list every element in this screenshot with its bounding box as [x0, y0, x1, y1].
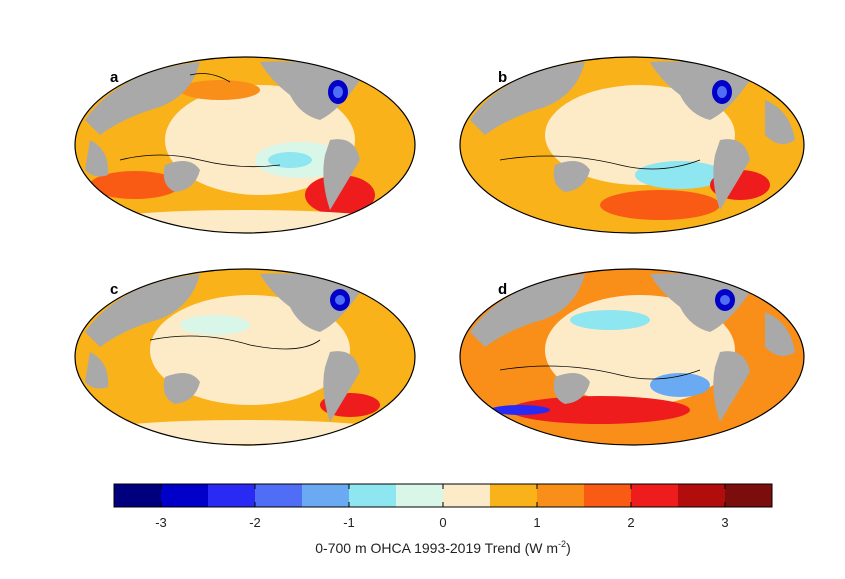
colorbar-tick-label: 2 — [627, 515, 634, 530]
land-africa — [85, 352, 109, 389]
colorbar-tick-label: 0 — [439, 515, 446, 530]
colorbar-block — [537, 484, 585, 507]
colorbar-tick-label: 3 — [721, 515, 728, 530]
colorbar-block — [349, 484, 397, 507]
colorbar-block — [255, 484, 303, 507]
land-north-america — [260, 61, 360, 120]
colorbar-block — [396, 484, 444, 507]
land-eurasia — [85, 274, 200, 347]
land-australia — [163, 161, 200, 192]
panel-label-d: d — [498, 281, 507, 298]
colorbar-ticks: -3 -2 -1 0 1 2 3 — [155, 484, 729, 530]
land-north-america — [650, 61, 750, 120]
strong-warming-area — [510, 396, 690, 424]
colorbar-tick-label: 1 — [533, 515, 540, 530]
panel-label-a: a — [110, 69, 119, 86]
colorbar-block — [161, 484, 209, 507]
colorbar-tick-label: -2 — [249, 515, 261, 530]
land-south-america — [713, 351, 750, 422]
colorbar-block — [631, 484, 679, 507]
colorbar-title: 0-700 m OHCA 1993-2019 Trend (W m-2) — [315, 539, 570, 556]
land-eurasia — [470, 274, 585, 347]
neutral-trend-area — [545, 85, 735, 185]
land-eurasia — [470, 62, 585, 135]
land-africa — [765, 100, 795, 144]
colorbar-block — [302, 484, 350, 507]
cooling-area — [570, 310, 650, 330]
land-africa — [85, 140, 109, 177]
map-outline — [74, 268, 416, 446]
colorbar-block — [490, 484, 538, 507]
land-eurasia — [85, 62, 200, 135]
colorbar-block — [678, 484, 726, 507]
land-australia — [163, 373, 200, 404]
southern-ocean-band — [95, 420, 395, 444]
colorbar-block — [725, 484, 773, 507]
cooling-area — [635, 161, 725, 189]
land-north-america — [260, 273, 360, 332]
land-south-america — [323, 139, 360, 210]
map-panel-b: b — [459, 56, 805, 234]
colorbar-block — [443, 484, 491, 507]
strong-warming-area — [600, 190, 720, 220]
panel-label-c: c — [110, 281, 118, 298]
map-panel-d: d — [459, 268, 805, 446]
weak-cooling-area — [180, 315, 250, 335]
colorbar-block — [208, 484, 256, 507]
cooling-area-2 — [650, 373, 710, 397]
cooling-area — [268, 152, 312, 168]
colorbar-blocks — [114, 484, 773, 507]
warming-band — [180, 80, 260, 100]
map-outline — [459, 268, 805, 446]
strong-warming-area-2 — [305, 175, 375, 215]
colorbar-tick-label: -1 — [343, 515, 355, 530]
colorbar: -3 -2 -1 0 1 2 3 0-700 m OHCA 1993-2019 Trend … — [113, 483, 773, 556]
cold-band — [490, 405, 550, 415]
land-australia — [553, 373, 590, 404]
colorbar-tick-label: -3 — [155, 515, 167, 530]
map-panel-a: a — [74, 56, 416, 234]
land-africa — [765, 312, 795, 356]
panel-label-b: b — [498, 69, 507, 86]
map-outline — [459, 56, 805, 234]
land-south-america — [713, 139, 750, 210]
land-australia — [553, 161, 590, 192]
strong-warming-area — [90, 171, 180, 199]
map-panel-c: c — [74, 268, 416, 446]
land-south-america — [323, 351, 360, 422]
land-north-america — [650, 273, 750, 332]
map-outline — [74, 56, 416, 234]
colorbar-block — [584, 484, 632, 507]
colorbar-block — [114, 484, 162, 507]
